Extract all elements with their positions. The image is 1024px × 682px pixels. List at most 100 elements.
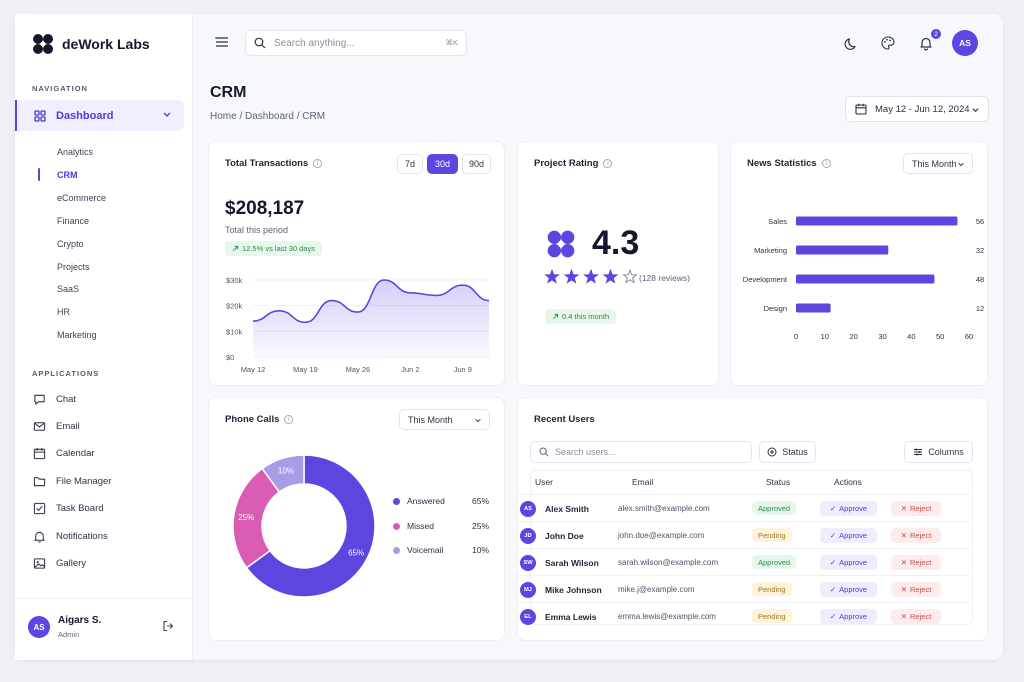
sidebar-item-task-board[interactable]: Task Board xyxy=(33,502,104,515)
legend-label: Answered xyxy=(407,496,445,506)
bar xyxy=(796,245,889,255)
table-row[interactable]: JD John Doe john.doe@example.com Pending ✓ Ap… xyxy=(515,521,970,548)
news-title: News Statistics xyxy=(747,158,817,169)
table-row[interactable]: EL Emma Lewis emma.lewis@example.com Pendin… xyxy=(515,602,970,629)
card-title: Total Transactions i xyxy=(225,158,323,169)
sidebar: deWork Labs NAVIGATION Dashboard Analyti… xyxy=(15,14,193,660)
sidebar-sub-marketing[interactable]: Marketing xyxy=(57,330,97,340)
reject-button[interactable]: ✕ Reject xyxy=(891,582,941,597)
columns-button[interactable]: Columns xyxy=(904,441,973,463)
col-header-actions: Actions xyxy=(834,477,862,487)
info-icon[interactable]: i xyxy=(603,159,613,168)
approve-button[interactable]: ✓ Approve xyxy=(820,528,877,543)
range-7d-button[interactable]: 7d xyxy=(397,154,423,174)
status-badge: Pending xyxy=(752,582,792,596)
approve-button[interactable]: ✓ Approve xyxy=(820,582,877,597)
table-row[interactable]: AS Alex Smith alex.smith@example.com Approv… xyxy=(515,494,970,521)
sidebar-item-label: Chat xyxy=(56,394,77,405)
sidebar-item-label: Gallery xyxy=(56,558,87,569)
approve-button[interactable]: ✓ Approve xyxy=(820,609,877,624)
sidebar-item-notifications[interactable]: Notifications xyxy=(33,530,108,543)
range-30d-button[interactable]: 30d xyxy=(427,154,458,174)
sidebar-sub-crm[interactable]: CRM xyxy=(57,170,78,180)
menu-icon[interactable] xyxy=(215,36,229,48)
approve-button[interactable]: ✓ Approve xyxy=(820,555,877,570)
table-row[interactable]: SW Sarah Wilson sarah.wilson@example.com Ap… xyxy=(515,548,970,575)
sidebar-item-calendar[interactable]: Calendar xyxy=(33,447,95,460)
nav-section-title: NAVIGATION xyxy=(32,84,88,93)
legend-missed: Missed xyxy=(393,521,434,531)
sidebar-sub-finance[interactable]: Finance xyxy=(57,216,90,226)
users-title: Recent Users xyxy=(534,414,595,425)
sidebar-sub-ecommerce[interactable]: eCommerce xyxy=(57,193,107,203)
users-search-input[interactable]: Search users... xyxy=(530,441,752,463)
y-tick-label: $30k xyxy=(226,276,243,285)
star-filled-icon xyxy=(583,269,599,284)
reject-button[interactable]: ✕ Reject xyxy=(891,528,941,543)
table-row[interactable]: MJ Mike Johnson mike.j@example.com Pending ✓… xyxy=(515,575,970,602)
avatar: JD xyxy=(520,528,536,544)
reject-button[interactable]: ✕ Reject xyxy=(891,555,941,570)
phone-period-value: This Month xyxy=(408,414,453,425)
sidebar-sub-crypto[interactable]: Crypto xyxy=(57,239,84,249)
user-name: Emma Lewis xyxy=(545,612,597,622)
logout-icon[interactable] xyxy=(162,620,174,632)
avatar[interactable]: AS xyxy=(28,616,50,638)
info-icon[interactable]: i xyxy=(284,415,294,424)
avatar: SW xyxy=(520,555,536,571)
status-filter-button[interactable]: Status xyxy=(759,441,816,463)
bar xyxy=(796,274,935,284)
search-input[interactable]: Search anything... xyxy=(274,37,355,49)
news-period-select[interactable]: This Month xyxy=(903,153,973,174)
task-board-icon xyxy=(33,502,46,515)
avatar: AS xyxy=(520,501,536,517)
palette-icon[interactable] xyxy=(880,35,896,51)
sidebar-sub-analytics[interactable]: Analytics xyxy=(57,147,94,157)
date-range-picker[interactable]: May 12 - Jun 12, 2024 xyxy=(845,96,989,122)
brand-logo[interactable]: deWork Labs xyxy=(31,32,150,56)
slice-label: 65% xyxy=(348,549,364,558)
user-name: Mike Johnson xyxy=(545,585,602,595)
grid-icon xyxy=(34,109,46,122)
brand-logo-icon xyxy=(33,34,53,54)
info-icon[interactable]: i xyxy=(821,159,831,168)
transactions-title: Total Transactions xyxy=(225,158,309,169)
close-icon: ✕ xyxy=(900,558,908,567)
col-header-status[interactable]: Status xyxy=(766,477,791,487)
sidebar-item-file-manager[interactable]: File Manager xyxy=(33,475,111,488)
user-name: John Doe xyxy=(545,531,584,541)
col-header-email[interactable]: Email xyxy=(632,477,654,487)
global-search[interactable]: Search anything... ⌘K xyxy=(245,30,467,56)
sidebar-item-dashboard[interactable]: Dashboard xyxy=(15,100,184,131)
col-header-user[interactable]: User xyxy=(535,477,553,487)
close-icon: ✕ xyxy=(900,612,908,621)
breadcrumb[interactable]: Home / Dashboard / CRM xyxy=(210,111,326,122)
transactions-subtitle: Total this period xyxy=(225,225,289,235)
card-title: Project Rating i xyxy=(534,158,613,169)
calendar-icon xyxy=(33,447,46,460)
reject-button[interactable]: ✕ Reject xyxy=(891,609,941,624)
approve-label: Approve xyxy=(839,612,868,621)
range-90d-button[interactable]: 90d xyxy=(462,154,491,174)
sidebar-item-chat[interactable]: Chat xyxy=(33,393,76,406)
news-bar-chart: Sales 56 Marketing 32 Development 48 Design 12 0… xyxy=(743,216,984,341)
sidebar-item-gallery[interactable]: Gallery xyxy=(33,557,86,570)
approve-button[interactable]: ✓ Approve xyxy=(820,501,877,516)
slice-label: 10% xyxy=(278,466,294,475)
notification-bell-icon[interactable] xyxy=(918,35,934,51)
sidebar-sub-saas[interactable]: SaaS xyxy=(57,284,80,294)
sidebar-sub-hr[interactable]: HR xyxy=(57,307,70,317)
sidebar-sub-projects[interactable]: Projects xyxy=(57,262,90,272)
reject-button[interactable]: ✕ Reject xyxy=(891,501,941,516)
rating-score: 4.3 xyxy=(592,224,640,262)
sidebar-item-label: Email xyxy=(56,421,80,432)
sidebar-item-email[interactable]: Email xyxy=(33,420,80,433)
users-table xyxy=(530,470,973,625)
moon-icon[interactable] xyxy=(844,36,860,52)
info-icon[interactable]: i xyxy=(313,159,323,168)
phone-period-select[interactable]: This Month xyxy=(399,409,490,430)
plus-circle-icon xyxy=(767,447,777,457)
user-name: Alex Smith xyxy=(545,504,589,514)
user-avatar[interactable]: AS xyxy=(952,30,978,56)
search-icon xyxy=(539,447,549,457)
